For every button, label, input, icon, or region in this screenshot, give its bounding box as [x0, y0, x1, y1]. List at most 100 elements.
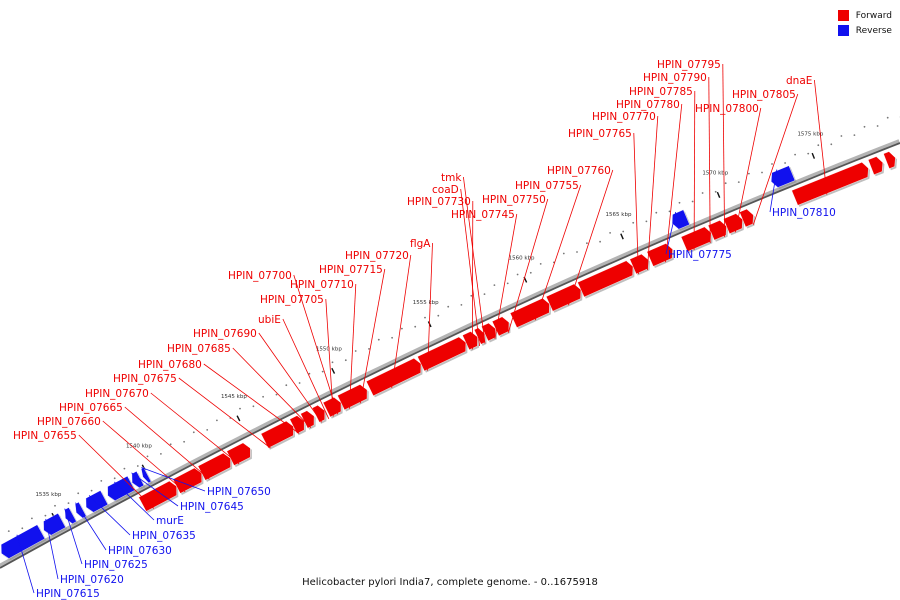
minor-tick — [886, 116, 889, 119]
minor-tick — [516, 273, 519, 276]
gene-label: HPIN_07765 — [568, 128, 632, 140]
gene-labels: HPIN_07655 HPIN_07660 HPIN_07665 HPIN_07670… — [13, 59, 836, 600]
forward-gene — [791, 162, 869, 206]
leader-line — [427, 242, 433, 371]
minor-tick — [714, 190, 717, 193]
forward-gene — [491, 316, 510, 337]
minor-tick — [285, 384, 288, 387]
gene-label: HPIN_07720 — [345, 250, 409, 262]
leader-line — [752, 93, 799, 225]
chromosome-backbone — [0, 139, 900, 569]
minor-tick — [192, 431, 195, 434]
leader-line — [814, 79, 828, 195]
minor-tick — [21, 527, 24, 530]
leader-line — [463, 176, 486, 344]
gene-label: HPIN_07670 — [85, 388, 149, 400]
leader-line — [232, 347, 312, 428]
tick-label: 1555 kbp — [413, 300, 439, 306]
forward-gene — [300, 410, 315, 429]
minor-tick — [506, 282, 509, 285]
major-tick — [620, 233, 624, 240]
minor-tick — [90, 489, 93, 492]
forward-gene — [172, 467, 203, 494]
leader-line — [325, 298, 334, 417]
reverse-gene — [64, 507, 77, 524]
leader-line — [114, 481, 155, 521]
minor-tick — [391, 336, 393, 339]
minor-tick — [368, 348, 370, 350]
gene-label: HPIN_07710 — [290, 279, 354, 291]
gene-label: murE — [156, 515, 184, 527]
leader-line — [665, 211, 677, 255]
major-tick — [811, 152, 816, 159]
leader-line — [722, 63, 725, 237]
gene-label: HPIN_07680 — [138, 359, 202, 371]
minor-tick — [77, 492, 80, 495]
forward-gene — [312, 405, 325, 423]
minor-tick — [529, 271, 532, 274]
figure-caption: Helicobacter pylori India7, complete gen… — [302, 577, 598, 588]
minor-tick — [817, 144, 820, 147]
leader-line — [88, 495, 131, 536]
leader-line — [282, 318, 330, 419]
reverse-gene — [0, 524, 46, 559]
minor-tick — [216, 419, 218, 422]
leader-line — [734, 107, 762, 233]
leader-line — [494, 213, 518, 339]
gene-label: HPIN_07660 — [37, 416, 101, 428]
tick-label: 1575 kbp — [797, 132, 823, 138]
forward-swatch — [837, 10, 849, 21]
gene-label: flgA — [410, 238, 431, 250]
minor-tick — [437, 314, 440, 317]
minor-tick — [586, 242, 588, 245]
backbone-shadow — [0, 139, 900, 568]
reverse-gene — [671, 209, 690, 230]
minor-tick — [160, 453, 162, 455]
backbone-line — [0, 142, 900, 569]
minor-tick — [54, 504, 56, 507]
minor-tick — [483, 293, 486, 295]
gene-label: tmk — [441, 172, 462, 184]
minor-tick — [794, 153, 796, 156]
minor-tick — [840, 135, 843, 137]
minor-tick — [298, 382, 301, 384]
gene-label: HPIN_07620 — [60, 574, 124, 586]
minor-tick — [609, 232, 611, 234]
minor-tick — [136, 465, 139, 467]
forward-gene — [646, 243, 673, 267]
gene-label: coaD — [432, 184, 459, 196]
minor-tick — [771, 163, 773, 165]
leader-line — [460, 188, 480, 347]
leader-line — [131, 472, 179, 507]
legend-reverse-label: Reverse — [855, 25, 892, 36]
minor-tick — [460, 304, 463, 306]
leader-line — [693, 90, 696, 250]
minor-tick — [748, 172, 750, 175]
forward-gene — [577, 260, 634, 298]
gene-label: HPIN_07690 — [193, 328, 257, 340]
gene-label: HPIN_07705 — [260, 294, 324, 306]
leader-line — [359, 268, 386, 404]
minor-tick — [655, 211, 658, 214]
leader-line — [64, 508, 83, 565]
minor-tick — [668, 210, 671, 213]
minor-tick — [863, 125, 866, 128]
minor-tick — [678, 201, 681, 204]
minor-tick — [377, 338, 380, 341]
leader-line — [75, 502, 107, 551]
gene-label: HPIN_07810 — [772, 207, 836, 219]
gene-label: HPIN_07775 — [668, 249, 732, 261]
minor-tick — [622, 230, 625, 233]
major-tick — [236, 415, 241, 422]
leader-line — [258, 332, 323, 423]
minor-tick — [354, 350, 357, 352]
minor-tick — [447, 305, 450, 308]
gene-label: HPIN_07635 — [132, 530, 196, 542]
leader-line — [293, 274, 339, 415]
minor-tick — [539, 263, 542, 265]
minor-tick — [123, 467, 126, 470]
minor-tick — [724, 182, 727, 185]
minor-tick — [100, 480, 103, 482]
minor-tick — [113, 477, 116, 480]
leader-line — [507, 198, 549, 333]
